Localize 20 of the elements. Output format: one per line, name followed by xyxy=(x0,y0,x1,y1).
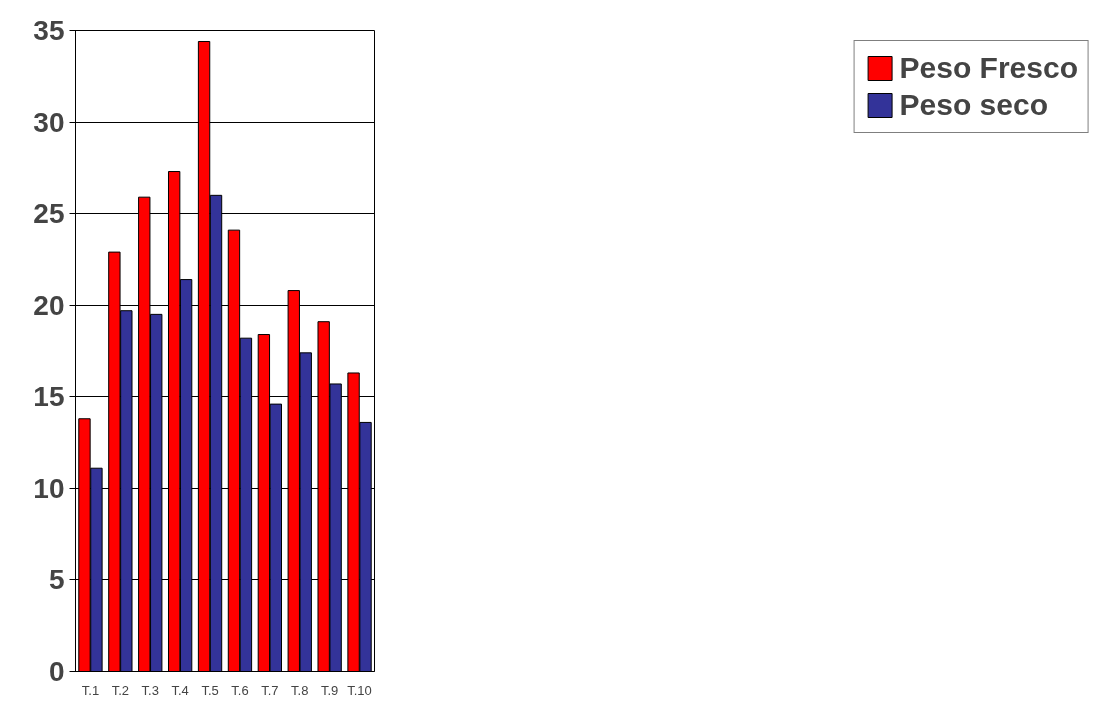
x-tick-label: T.1 xyxy=(81,682,100,698)
x-tick-label: T.5 xyxy=(201,682,219,698)
y-tick-label: 25 xyxy=(33,198,65,230)
y-tick-label: 5 xyxy=(48,564,65,596)
x-tick-label: T.9 xyxy=(320,682,339,698)
x-tick-label: T.7 xyxy=(261,682,279,698)
y-tick-label: 30 xyxy=(33,106,65,138)
y-tick-label: 10 xyxy=(33,472,65,504)
x-tick-label: T.2 xyxy=(111,682,130,698)
x-tick-label: T.8 xyxy=(291,682,309,698)
x-tick-label: T.4 xyxy=(171,682,189,698)
y-tick-label: 35 xyxy=(33,15,65,46)
y-tick-label: 15 xyxy=(33,381,65,413)
y-tick-label: 20 xyxy=(33,289,65,321)
x-tick-label: T.3 xyxy=(141,682,159,698)
x-tick-label: T.6 xyxy=(231,682,249,698)
legend-label: Peso seco xyxy=(899,88,1048,122)
y-tick-label: 0 xyxy=(48,656,65,687)
x-tick-label: T.10 xyxy=(347,682,372,698)
legend-label: Peso Fresco xyxy=(899,51,1078,85)
